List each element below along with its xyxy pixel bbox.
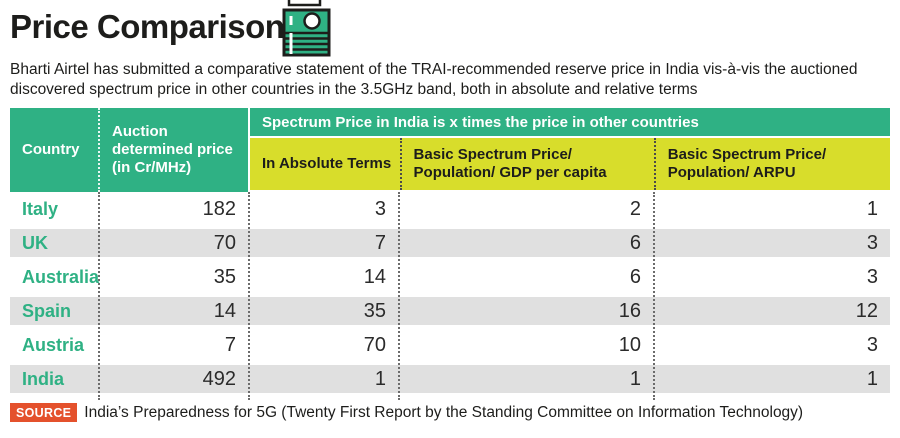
source-badge: SOURCE	[10, 403, 78, 422]
gdp-per-capita-value: 2	[629, 197, 641, 220]
header-auction-price: Auction determined price (in Cr/MHz)	[98, 108, 248, 192]
auction-price-value: 7	[224, 333, 236, 356]
column-divider	[653, 192, 655, 400]
arpu-value: 12	[855, 299, 878, 322]
header-arpu: Basic Spectrum Price/ Population/ ARPU	[653, 138, 891, 190]
absolute-terms-value: 70	[363, 333, 386, 356]
header-gdp-per-capita: Basic Spectrum Price/ Population/ GDP pe…	[399, 138, 654, 190]
absolute-terms-value: 1	[374, 367, 386, 390]
column-divider	[398, 192, 400, 400]
auction-price-value: 70	[213, 231, 236, 254]
auction-price-value: 35	[213, 265, 236, 288]
page-title: Price Comparison	[10, 8, 285, 45]
column-divider	[98, 192, 100, 400]
country-label: Australia	[22, 266, 100, 287]
country-label: Austria	[22, 334, 85, 355]
country-label: Italy	[22, 198, 59, 219]
arpu-value: 3	[866, 231, 878, 254]
country-label: UK	[22, 232, 48, 253]
absolute-terms-value: 14	[363, 265, 386, 288]
header-group: Spectrum Price in India is x times the p…	[248, 108, 891, 192]
header-subrow: In Absolute Terms Basic Spectrum Price/ …	[250, 138, 891, 190]
source-line: SOURCE India’s Preparedness for 5G (Twen…	[10, 403, 803, 422]
absolute-terms-value: 3	[374, 197, 386, 220]
table-row-austria: Austria 7 70 10 3	[10, 328, 890, 362]
arpu-value: 1	[866, 197, 878, 220]
gdp-per-capita-value: 6	[629, 265, 641, 288]
table-row-uk: UK 70 7 6 3	[10, 226, 890, 260]
gdp-per-capita-value: 16	[618, 299, 641, 322]
table-row-australia: Australia 35 14 6 3	[10, 260, 890, 294]
arpu-value: 3	[866, 265, 878, 288]
absolute-terms-value: 7	[374, 231, 386, 254]
header-group-title: Spectrum Price in India is x times the p…	[250, 108, 890, 138]
auction-price-value: 182	[202, 197, 236, 220]
arpu-value: 1	[866, 367, 878, 390]
header-absolute-terms: In Absolute Terms	[250, 138, 400, 190]
absolute-terms-value: 35	[363, 299, 386, 322]
auction-price-value: 492	[202, 367, 236, 390]
header-country: Country	[10, 108, 98, 192]
table-row-spain: Spain 14 35 16 12	[10, 294, 890, 328]
table-body: Italy 182 3 2 1 UK 70 7 6 3 Australia 35…	[10, 192, 890, 400]
gdp-per-capita-value: 10	[618, 333, 641, 356]
country-label: Spain	[22, 300, 72, 321]
country-label: India	[22, 368, 65, 389]
gdp-per-capita-value: 1	[629, 367, 641, 390]
auction-price-value: 14	[213, 299, 236, 322]
price-comparison-table: Country Auction determined price (in Cr/…	[10, 108, 891, 400]
money-stack-icon	[282, 0, 331, 57]
column-divider	[248, 192, 250, 400]
subtitle: Bharti Airtel has submitted a comparativ…	[10, 61, 858, 98]
table-row-india: India 492 1 1 1	[10, 362, 890, 396]
table-row-italy: Italy 182 3 2 1	[10, 192, 890, 226]
table-header: Country Auction determined price (in Cr/…	[10, 108, 891, 192]
arpu-value: 3	[866, 333, 878, 356]
source-text: India’s Preparedness for 5G (Twenty Firs…	[84, 403, 804, 421]
gdp-per-capita-value: 6	[629, 231, 641, 254]
